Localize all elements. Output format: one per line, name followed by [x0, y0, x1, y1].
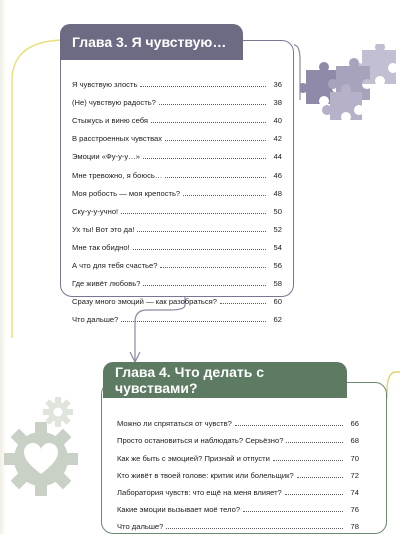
toc-page-number: 76 — [350, 505, 359, 515]
toc-page-number: 48 — [273, 188, 282, 198]
puzzle-icon — [300, 44, 396, 120]
toc-dot-leader — [121, 212, 266, 214]
toc-dot-leader — [272, 459, 343, 461]
toc-page-number: 60 — [273, 297, 282, 307]
toc-entry-title: А что для тебя счастье? — [72, 261, 158, 271]
toc-entry: Какие эмоции вызывает моё тело? 76 — [117, 497, 359, 514]
toc-dot-leader — [160, 267, 266, 269]
toc-dot-leader — [143, 285, 266, 287]
toc-dot-leader — [284, 493, 343, 495]
toc-entry-title: Лаборатория чувств: что ещё на меня влия… — [117, 487, 282, 497]
toc-entry-title: Ух ты! Вот это да! — [72, 224, 135, 234]
chapter3-toc-list: Я чувствую злость 36 (Не) чувствую радость… — [72, 71, 282, 324]
toc-page-number: 62 — [273, 315, 282, 325]
toc-entry: Мне так обидно! 54 — [72, 234, 282, 252]
toc-dot-leader — [140, 86, 266, 88]
toc-dot-leader — [243, 511, 343, 513]
toc-entry: Как же быть с эмоцией? Признай и отпусти… — [117, 445, 359, 463]
toc-entry: Где живёт любовь? 58 — [72, 270, 282, 288]
toc-page-number: 66 — [350, 419, 359, 429]
toc-entry: Моя робость — моя крепость? 48 — [72, 180, 282, 198]
toc-entry-title: Эмоции «Фу-у-у…» — [72, 152, 141, 162]
gear-heart-icon — [4, 422, 78, 496]
toc-entry-title: Где живёт любовь? — [72, 279, 141, 289]
toc-entry-title: Что дальше? — [117, 522, 164, 532]
toc-dot-leader — [296, 476, 343, 478]
toc-dot-leader — [143, 158, 266, 160]
toc-dot-leader — [132, 248, 266, 250]
chapter4-toc-list: Можно ли спрятаться от чувств? 66 Просто о… — [117, 411, 359, 531]
toc-entry: Просто остановиться и наблюдать? Серьёзн… — [117, 428, 359, 445]
toc-entry-title: Как же быть с эмоцией? Признай и отпусти — [117, 453, 270, 463]
toc-entry-title: Мне тревожно, я боюсь… — [72, 170, 163, 180]
toc-page-number: 70 — [350, 453, 359, 463]
toc-entry: Кто живёт в твоей голове: критик или бол… — [117, 463, 359, 480]
toc-entry-title: Ску-у-у-учно! — [72, 206, 119, 216]
gear-icon — [43, 397, 73, 427]
toc-entry-title: Моя робость — моя крепость? — [72, 188, 181, 198]
toc-page-number: 42 — [273, 134, 282, 144]
toc-page-number: 74 — [350, 487, 359, 497]
toc-dot-leader — [151, 122, 266, 124]
toc-entry-title: (Не) чувствую радость? — [72, 98, 156, 108]
toc-entry-title: Мне так обидно! — [72, 242, 130, 252]
toc-entry: Стыжусь и виню себя 40 — [72, 107, 282, 125]
toc-entry: А что для тебя счастье? 56 — [72, 252, 282, 270]
toc-dot-leader — [166, 528, 343, 530]
toc-dot-leader — [220, 303, 266, 305]
toc-entry: Лаборатория чувств: что ещё на меня влия… — [117, 480, 359, 497]
chapter4-heading: Глава 4. Что делать с чувствами? — [103, 362, 347, 398]
toc-entry-title: В расстроенных чувствах — [72, 134, 163, 144]
toc-dot-leader — [165, 176, 266, 178]
toc-entry-title: Я чувствую злость — [72, 80, 138, 90]
page-edge-shadow — [0, 0, 6, 534]
toc-dot-leader — [137, 230, 266, 232]
toc-dot-leader — [286, 442, 343, 444]
toc-page-number: 50 — [273, 206, 282, 216]
toc-page-number: 38 — [273, 98, 282, 108]
toc-entry: Что дальше? 78 — [117, 514, 359, 531]
toc-entry: В расстроенных чувствах 42 — [72, 125, 282, 143]
toc-entry-title: Сразу много эмоций — как разобраться? — [72, 297, 218, 307]
chapter3-title: Глава 3. Я чувствую… — [72, 34, 227, 50]
toc-entry: Мне тревожно, я боюсь… 46 — [72, 161, 282, 180]
toc-entry: (Не) чувствую радость? 38 — [72, 89, 282, 107]
toc-page-number: 68 — [350, 436, 359, 446]
toc-entry-title: Можно ли спрятаться от чувств? — [117, 419, 232, 429]
toc-dot-leader — [121, 321, 266, 323]
toc-entry-title: Стыжусь и виню себя — [72, 116, 149, 126]
toc-entry-title: Просто остановиться и наблюдать? Серьёзн… — [117, 436, 284, 446]
toc-entry: Я чувствую злость 36 — [72, 71, 282, 89]
toc-dot-leader — [158, 104, 266, 106]
toc-page-number: 36 — [273, 80, 282, 90]
toc-entry: Ску-у-у-учно! 50 — [72, 198, 282, 216]
toc-entry: Сразу много эмоций — как разобраться? 60 — [72, 288, 282, 306]
toc-entry: Можно ли спрятаться от чувств? 66 — [117, 411, 359, 428]
toc-page-number: 40 — [273, 116, 282, 126]
toc-page-number: 58 — [273, 279, 282, 289]
chapter4-title: Глава 4. Что делать с чувствами? — [115, 364, 265, 396]
toc-entry-title: Кто живёт в твоей голове: критик или бол… — [117, 470, 294, 480]
toc-dot-leader — [165, 140, 266, 142]
toc-entry-title: Какие эмоции вызывает моё тело? — [117, 505, 241, 515]
toc-page-number: 46 — [273, 170, 282, 180]
toc-page-number: 44 — [273, 152, 282, 162]
toc-page-number: 56 — [273, 261, 282, 271]
toc-page-number: 54 — [273, 242, 282, 252]
toc-page-number: 72 — [350, 470, 359, 480]
toc-page-number: 52 — [273, 224, 282, 234]
toc-entry-title: Что дальше? — [72, 315, 119, 325]
toc-page-number: 78 — [350, 522, 359, 532]
toc-dot-leader — [183, 194, 266, 196]
toc-entry: Эмоции «Фу-у-у…» 44 — [72, 143, 282, 161]
toc-entry: Ух ты! Вот это да! 52 — [72, 216, 282, 234]
toc-entry: Что дальше? 62 — [72, 306, 282, 324]
chapter3-heading: Глава 3. Я чувствую… — [60, 24, 243, 60]
toc-dot-leader — [234, 425, 343, 427]
